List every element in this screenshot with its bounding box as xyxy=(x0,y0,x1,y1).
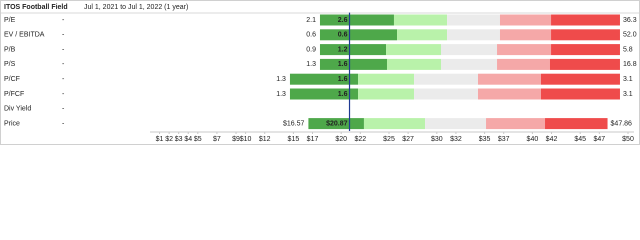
row-note: - xyxy=(62,17,65,24)
range-segment xyxy=(441,58,498,70)
range-segment xyxy=(497,44,552,56)
row-note: - xyxy=(62,61,65,68)
row-note: - xyxy=(62,120,65,127)
range-segment xyxy=(358,73,415,85)
x-tick-label: $7 xyxy=(213,136,221,143)
range-segment xyxy=(497,58,550,70)
x-tick-label: $37 xyxy=(498,136,510,143)
range-segment xyxy=(478,88,542,100)
low-value: 1.3 xyxy=(276,76,286,83)
range-segment xyxy=(425,118,487,130)
range-segment xyxy=(393,14,448,26)
low-value: 0.6 xyxy=(306,32,316,39)
high-value: 3.1 xyxy=(623,76,633,83)
range-segment xyxy=(545,118,608,130)
chart: ITOS Football Field Jul 1, 2021 to Jul 1… xyxy=(0,0,640,145)
range-segment xyxy=(486,118,546,130)
x-tick-label: $30 xyxy=(431,136,443,143)
range-segment xyxy=(499,14,552,26)
current-value: 1.6 xyxy=(338,91,348,98)
range-segment xyxy=(308,118,364,130)
x-tick-label: $9 xyxy=(232,136,240,143)
row-note: - xyxy=(62,46,65,53)
x-tick-label: $15 xyxy=(288,136,300,143)
range-segment xyxy=(414,88,479,100)
range-segment xyxy=(358,88,415,100)
x-tick-label: $42 xyxy=(546,136,558,143)
current-value: 0.6 xyxy=(338,32,348,39)
x-tick-label: $45 xyxy=(574,136,586,143)
row-label: P/S xyxy=(4,61,16,68)
low-value: 1.3 xyxy=(276,91,286,98)
chart-subtitle: Jul 1, 2021 to Jul 1, 2022 (1 year) xyxy=(84,4,188,11)
range-segment xyxy=(414,73,479,85)
x-tick-label: $17 xyxy=(307,136,319,143)
low-value: 2.1 xyxy=(306,17,316,24)
row-note: - xyxy=(62,91,65,98)
range-segment xyxy=(478,73,542,85)
current-value: 2.6 xyxy=(338,17,348,24)
range-segment xyxy=(541,88,620,100)
range-segment xyxy=(447,14,500,26)
x-tick-label: $50 xyxy=(622,136,634,143)
high-value: 3.1 xyxy=(623,91,633,98)
row-note: - xyxy=(62,32,65,39)
low-value: $16.57 xyxy=(283,120,305,127)
x-tick-label: $3 xyxy=(175,136,183,143)
x-tick-label: $22 xyxy=(354,136,366,143)
row-label: Div Yield xyxy=(4,106,31,113)
range-segment xyxy=(541,73,620,85)
x-tick-label: $27 xyxy=(402,136,414,143)
x-tick-label: $25 xyxy=(383,136,395,143)
x-tick-label: $4 xyxy=(184,136,192,143)
high-value: $47.86 xyxy=(611,120,633,127)
range-segment xyxy=(319,44,387,56)
current-value: 1.2 xyxy=(338,46,348,53)
low-value: 1.3 xyxy=(306,61,316,68)
range-segment xyxy=(363,118,426,130)
range-segment xyxy=(319,14,394,26)
row-label: EV / EBITDA xyxy=(4,32,45,39)
x-tick-label: $12 xyxy=(259,136,271,143)
high-value: 36.3 xyxy=(623,17,637,24)
x-tick-label: $40 xyxy=(527,136,539,143)
x-tick-label: $32 xyxy=(450,136,462,143)
range-segment xyxy=(386,44,442,56)
x-tick-label: $47 xyxy=(593,136,605,143)
chart-title: ITOS Football Field xyxy=(4,4,68,11)
x-tick-label: $5 xyxy=(194,136,202,143)
current-value: 1.6 xyxy=(338,61,348,68)
x-tick-label: $1 xyxy=(156,136,164,143)
high-value: 52.0 xyxy=(623,32,637,39)
row-label: P/B xyxy=(4,46,16,53)
current-value: 1.6 xyxy=(338,76,348,83)
row-label: P/CF xyxy=(4,76,20,83)
x-tick-label: $2 xyxy=(165,136,173,143)
range-segment xyxy=(319,29,398,41)
row-note: - xyxy=(62,76,65,83)
high-value: 5.8 xyxy=(623,46,633,53)
x-tick-label: $20 xyxy=(335,136,347,143)
range-segment xyxy=(386,58,442,70)
range-segment xyxy=(441,44,498,56)
range-segment xyxy=(289,88,359,100)
x-tick-label: $35 xyxy=(479,136,491,143)
range-segment xyxy=(447,29,500,41)
current-value: $20.87 xyxy=(326,120,348,127)
range-segment xyxy=(551,29,620,41)
x-tick-label: $10 xyxy=(240,136,252,143)
range-segment xyxy=(551,44,620,56)
row-label: Price xyxy=(4,120,20,127)
row-label: P/E xyxy=(4,17,16,24)
row-label: P/FCF xyxy=(4,91,24,98)
high-value: 16.8 xyxy=(623,61,637,68)
range-segment xyxy=(499,29,552,41)
range-segment xyxy=(397,29,448,41)
low-value: 0.9 xyxy=(306,46,316,53)
range-segment xyxy=(289,73,359,85)
row-note: - xyxy=(62,106,65,113)
range-segment xyxy=(549,58,620,70)
range-segment xyxy=(551,14,620,26)
range-segment xyxy=(319,58,387,70)
